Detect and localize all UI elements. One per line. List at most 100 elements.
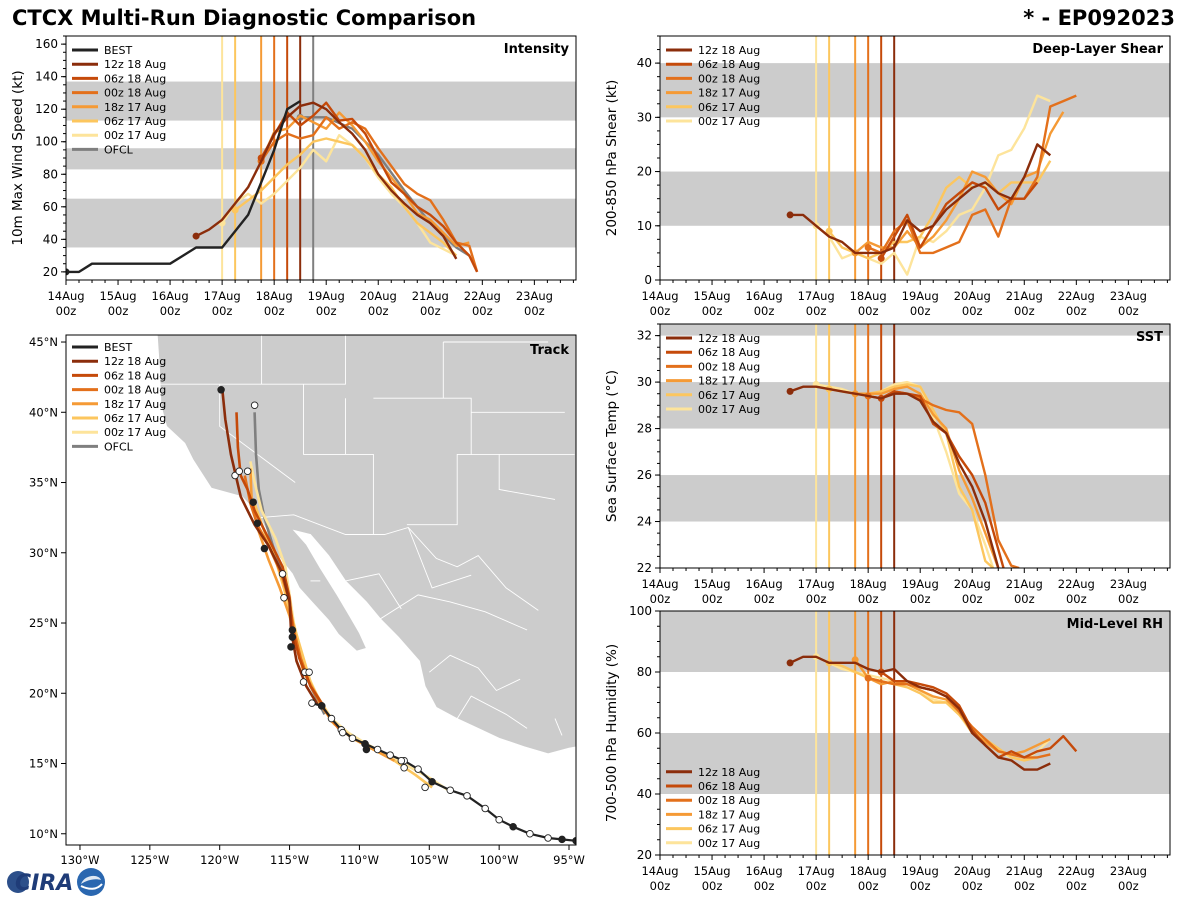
track-line [221,391,319,706]
border-line [554,718,563,736]
grey-band [66,148,576,170]
track-position-marker [253,519,262,528]
series-line [789,385,1000,568]
track-position-marker [400,763,408,772]
best-track-point [509,822,517,831]
lat-tick-label: 35°N [29,476,58,490]
x-tick-sublabel: 00z [962,304,983,318]
x-tick-label: 23Aug [516,289,553,303]
legend-label: 06z 17 Aug [104,115,166,128]
legend-label: 06z 18 Aug [104,72,166,85]
series-line [260,116,479,273]
x-tick-label: 23Aug [1110,864,1147,878]
x-tick-sublabel: 00z [754,304,775,318]
x-tick-sublabel: 00z [858,592,879,606]
lat-tick-label: 20°N [29,686,58,700]
y-axis-label: 200-850 hPa Shear (kt) [604,80,620,237]
x-tick-label: 16Aug [746,864,783,878]
x-tick-label: 22Aug [464,289,501,303]
x-tick-label: 18Aug [256,289,293,303]
y-tick-label: 30 [637,375,652,389]
border-line [156,335,346,385]
x-tick-label: 21Aug [1006,289,1043,303]
series-start-point [66,268,70,276]
legend-label: 06z 17 Aug [698,101,760,114]
series-start-point [877,254,885,262]
x-tick-sublabel: 00z [316,304,337,318]
track-position-marker [288,626,297,634]
series-start-point [786,387,794,395]
track-position-marker [260,544,269,553]
legend-label: 06z 17 Aug [698,823,760,836]
x-tick-label: 16Aug [152,289,189,303]
series-start-point [786,211,794,219]
border-line [429,654,521,692]
series-start-point [231,206,239,214]
y-tick-label: 40 [43,232,58,246]
series-line [234,137,458,257]
series-line [300,116,470,257]
page-title: CTCX Multi-Run Diagnostic Comparison [12,6,477,30]
y-tick-label: 22 [637,561,652,575]
x-tick-sublabel: 00z [1014,879,1035,893]
x-tick-label: 17Aug [798,864,835,878]
x-tick-label: 15Aug [99,289,136,303]
y-tick-label: 160 [35,37,58,51]
chart-title: SST [1136,330,1163,345]
x-tick-label: 14Aug [641,577,678,591]
x-tick-sublabel: 00z [160,304,181,318]
border-line [373,397,472,526]
x-tick-sublabel: 00z [1066,592,1087,606]
chart-title: Mid-Level RH [1067,617,1163,632]
legend-label: BEST [104,44,132,57]
track-position-marker [299,678,308,686]
x-tick-label: 17Aug [204,289,241,303]
series-start-point [864,674,872,682]
grey-band [66,198,576,248]
y-tick-label: 120 [35,102,58,116]
y-tick-label: 60 [43,200,58,214]
x-tick-label: 15Aug [693,577,730,591]
track-position-marker [397,756,406,765]
series-line [789,655,1051,771]
y-tick-label: 26 [637,468,652,482]
lat-tick-label: 30°N [29,546,58,560]
series-start-point [851,656,859,664]
x-tick-sublabel: 00z [806,879,827,893]
best-track-point [463,792,471,800]
y-tick-label: 80 [43,167,58,181]
rh-plot-area [660,611,1170,855]
intensity-plot-area [66,36,576,280]
legend-label: 00z 18 Aug [104,87,166,100]
x-tick-label: 20Aug [954,864,991,878]
x-tick-label: 15Aug [693,864,730,878]
border-line [303,384,374,535]
sst-chart: 22242628303214Aug00z15Aug00z16Aug00z17Au… [604,323,1171,606]
axes-frame [659,323,1171,569]
grey-band [66,81,576,121]
track-position-marker [280,593,288,602]
x-tick-sublabel: 00z [1118,592,1139,606]
grey-band [660,475,1170,522]
best-track-point [495,815,503,824]
legend-label: 12z 18 Aug [698,766,760,779]
best-track-point [373,745,382,754]
x-tick-sublabel: 00z [524,304,545,318]
x-tick-label: 23Aug [1110,577,1147,591]
x-tick-sublabel: 00z [650,879,671,893]
legend-label: 12z 18 Aug [698,332,760,345]
legend-label: 12z 18 Aug [698,44,760,57]
legend-label: 00z 18 Aug [698,72,760,85]
x-tick-label: 20Aug [954,577,991,591]
legend-label: 06z 17 Aug [104,412,166,425]
lon-tick-label: 130°W [60,853,99,867]
cira-logo: CIRA [7,868,105,896]
track-position-marker [361,740,369,748]
x-tick-label: 19Aug [308,289,345,303]
best-track-point [544,834,552,842]
y-tick-label: 10 [637,219,652,233]
legend-label: 00z 17 Aug [698,115,760,128]
legend-label: 18z 17 Aug [104,398,166,411]
rh-chart: 2040608010014Aug00z15Aug00z16Aug00z17Aug… [604,604,1171,893]
best-track-point [572,837,576,845]
